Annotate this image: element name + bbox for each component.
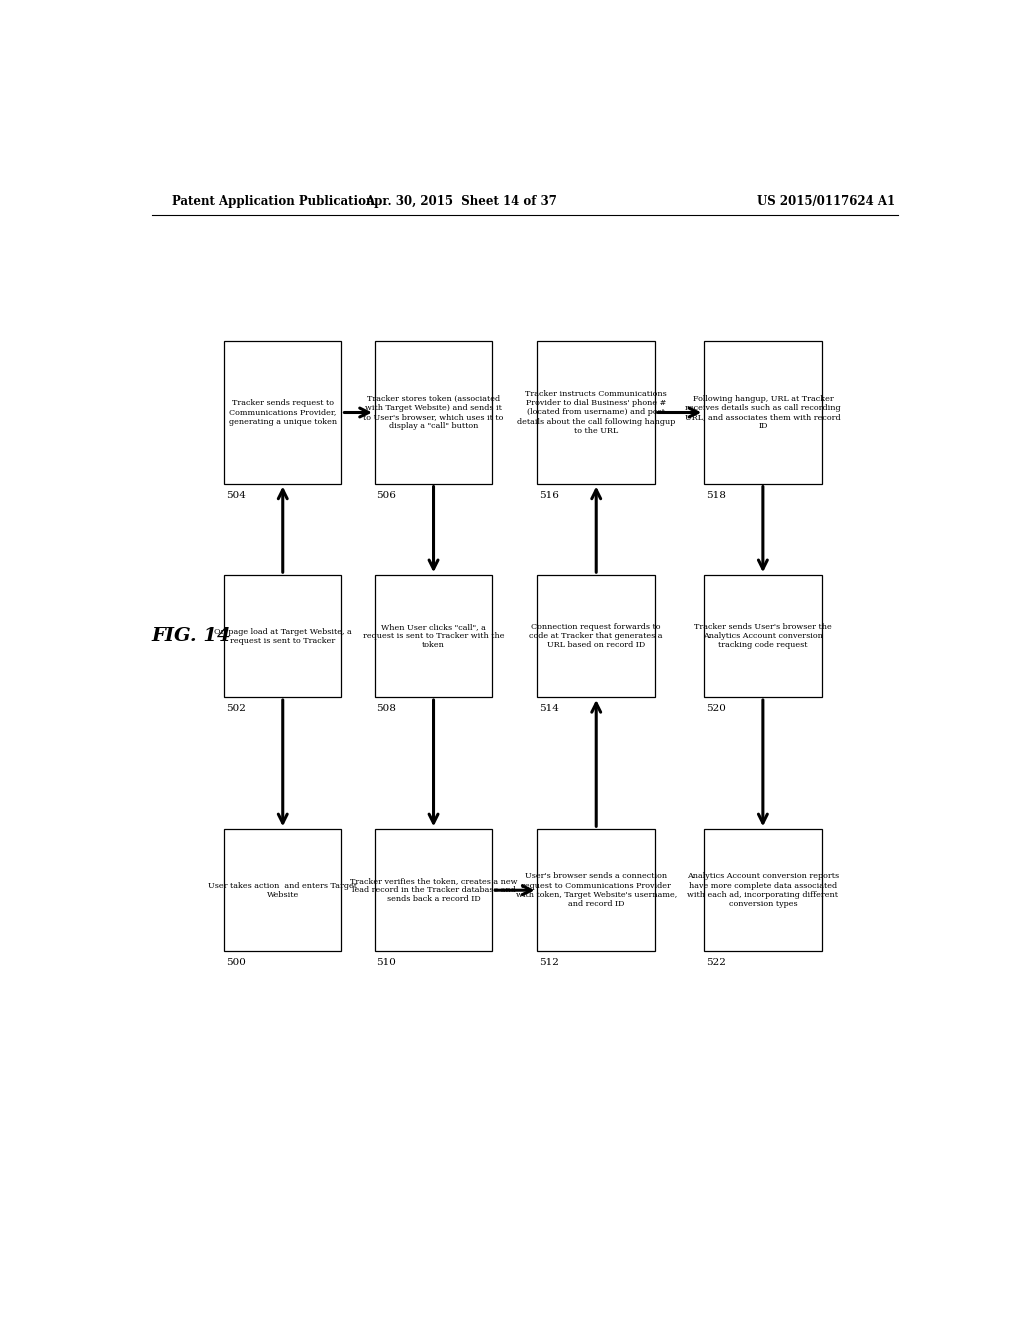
Text: On page load at Target Website, a
request is sent to Tracker: On page load at Target Website, a reques…	[214, 627, 351, 644]
Text: Tracker verifies the token, creates a new
lead record in the Tracker database an: Tracker verifies the token, creates a ne…	[350, 876, 517, 903]
Text: 512: 512	[539, 958, 559, 968]
Text: 504: 504	[225, 491, 246, 500]
Text: Following hangup, URL at Tracker
receives details such as call recording
URL, an: Following hangup, URL at Tracker receive…	[685, 395, 841, 430]
Text: User takes action  and enters Target
Website: User takes action and enters Target Webs…	[208, 882, 357, 899]
Text: Apr. 30, 2015  Sheet 14 of 37: Apr. 30, 2015 Sheet 14 of 37	[366, 194, 557, 207]
Text: 518: 518	[706, 491, 726, 500]
Text: Patent Application Publication: Patent Application Publication	[172, 194, 374, 207]
FancyBboxPatch shape	[224, 342, 341, 483]
Text: 520: 520	[706, 704, 726, 713]
FancyBboxPatch shape	[705, 342, 821, 483]
FancyBboxPatch shape	[224, 576, 341, 697]
Text: Connection request forwards to
code at Tracker that generates a
URL based on rec: Connection request forwards to code at T…	[529, 623, 663, 649]
Text: Tracker sends request to
Communications Provider,
generating a unique token: Tracker sends request to Communications …	[228, 399, 337, 425]
FancyBboxPatch shape	[224, 829, 341, 952]
Text: 506: 506	[377, 491, 396, 500]
FancyBboxPatch shape	[705, 576, 821, 697]
Text: Tracker sends User's browser the
Analytics Account conversion
tracking code requ: Tracker sends User's browser the Analyti…	[694, 623, 831, 649]
Text: 514: 514	[539, 704, 559, 713]
Text: 522: 522	[706, 958, 726, 968]
FancyBboxPatch shape	[538, 576, 655, 697]
FancyBboxPatch shape	[375, 829, 493, 952]
FancyBboxPatch shape	[705, 829, 821, 952]
Text: 508: 508	[377, 704, 396, 713]
Text: 500: 500	[225, 958, 246, 968]
Text: 502: 502	[225, 704, 246, 713]
Text: FIG. 14: FIG. 14	[152, 627, 231, 645]
FancyBboxPatch shape	[538, 829, 655, 952]
Text: Analytics Account conversion reports
have more complete data associated
with eac: Analytics Account conversion reports hav…	[687, 873, 839, 908]
FancyBboxPatch shape	[375, 342, 493, 483]
Text: User's browser sends a connection
request to Communications Provider
with token,: User's browser sends a connection reques…	[516, 873, 677, 908]
FancyBboxPatch shape	[538, 342, 655, 483]
Text: 516: 516	[539, 491, 559, 500]
Text: Tracker stores token (associated
with Target Website) and sends it
to User's bro: Tracker stores token (associated with Ta…	[364, 395, 504, 430]
FancyBboxPatch shape	[375, 576, 493, 697]
Text: US 2015/0117624 A1: US 2015/0117624 A1	[758, 194, 895, 207]
Text: When User clicks "call", a
request is sent to Tracker with the
token: When User clicks "call", a request is se…	[362, 623, 504, 649]
Text: Tracker instructs Communications
Provider to dial Business' phone #
(located fro: Tracker instructs Communications Provide…	[517, 391, 676, 434]
Text: 510: 510	[377, 958, 396, 968]
